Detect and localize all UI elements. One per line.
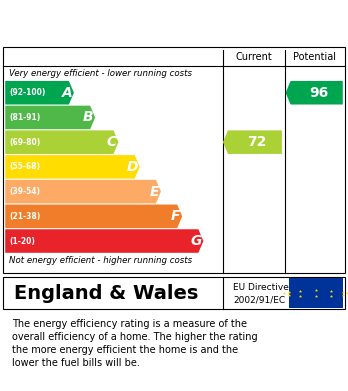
Text: A: A: [62, 86, 72, 100]
Text: (69-80): (69-80): [9, 138, 41, 147]
Polygon shape: [286, 81, 343, 104]
Text: Not energy efficient - higher running costs: Not energy efficient - higher running co…: [9, 256, 192, 265]
Text: 96: 96: [309, 86, 328, 100]
Text: C: C: [106, 135, 117, 149]
Text: (92-100): (92-100): [9, 88, 46, 97]
Polygon shape: [5, 229, 203, 253]
Text: EU Directive: EU Directive: [233, 283, 289, 292]
Text: 72: 72: [247, 135, 266, 149]
Text: Very energy efficient - lower running costs: Very energy efficient - lower running co…: [9, 68, 192, 77]
Text: Potential: Potential: [293, 52, 337, 62]
Text: Energy Efficiency Rating: Energy Efficiency Rating: [10, 16, 239, 34]
Text: G: G: [190, 234, 202, 248]
Bar: [289, 278, 343, 308]
Polygon shape: [5, 106, 95, 129]
Text: D: D: [126, 160, 138, 174]
Text: B: B: [83, 110, 93, 124]
Text: (1-20): (1-20): [9, 237, 35, 246]
Text: F: F: [171, 209, 180, 223]
Text: England & Wales: England & Wales: [14, 284, 198, 303]
Polygon shape: [223, 130, 282, 154]
Text: E: E: [150, 185, 159, 199]
Polygon shape: [5, 81, 74, 104]
Polygon shape: [5, 204, 182, 228]
Text: (55-68): (55-68): [9, 162, 40, 171]
Polygon shape: [5, 155, 140, 179]
Text: Current: Current: [236, 52, 272, 62]
Polygon shape: [5, 180, 161, 203]
Text: (39-54): (39-54): [9, 187, 40, 196]
Polygon shape: [5, 130, 118, 154]
Text: 2002/91/EC: 2002/91/EC: [233, 296, 285, 305]
Text: The energy efficiency rating is a measure of the
overall efficiency of a home. T: The energy efficiency rating is a measur…: [12, 319, 258, 368]
Text: (21-38): (21-38): [9, 212, 41, 221]
Text: (81-91): (81-91): [9, 113, 41, 122]
